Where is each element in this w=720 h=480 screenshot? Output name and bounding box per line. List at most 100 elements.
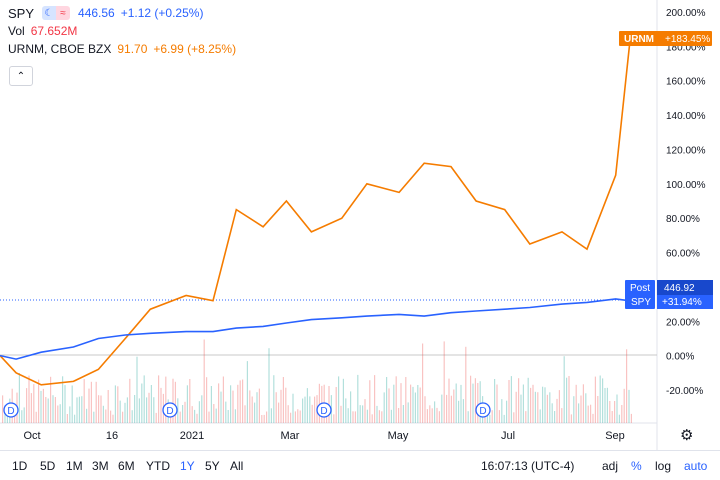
volume-bar — [520, 394, 522, 423]
volume-bar — [179, 411, 181, 423]
price-axis-tick: 0.00% — [666, 352, 694, 363]
volume-bar — [234, 409, 236, 423]
time-axis-tick: 16 — [106, 430, 118, 442]
volume-bar — [249, 390, 251, 423]
price-axis-tick: 200.00% — [666, 8, 706, 19]
legend-spy-symbol[interactable]: SPY — [8, 5, 35, 21]
volume-bar — [136, 356, 138, 423]
volume-bar — [609, 401, 611, 423]
volume-bar — [597, 396, 599, 423]
urnm-series-line — [0, 40, 631, 386]
volume-bar — [263, 414, 265, 423]
volume-bar — [155, 412, 157, 423]
volume-bar — [525, 411, 527, 423]
volume-bar — [563, 356, 565, 423]
volume-bar — [194, 409, 196, 423]
volume-bar — [472, 383, 474, 423]
spy-badge-label-post: Post — [630, 283, 650, 294]
volume-bar — [338, 376, 340, 423]
volume-bar — [568, 376, 570, 423]
volume-bar — [50, 376, 52, 423]
range-ytd-button[interactable]: YTD — [146, 459, 170, 473]
volume-bar — [542, 386, 544, 423]
adj-toggle[interactable]: adj — [602, 459, 619, 473]
volume-bar — [196, 413, 198, 423]
svg-text:D: D — [7, 406, 14, 417]
volume-bar — [62, 376, 64, 423]
volume-bar — [208, 411, 210, 423]
volume-bar — [95, 381, 97, 423]
chevron-up-icon: ⌃ — [16, 70, 26, 82]
volume-bar — [69, 406, 71, 423]
volume-bar — [100, 395, 102, 423]
moon-icon[interactable]: ☾ — [42, 6, 57, 20]
volume-bar — [86, 408, 88, 423]
volume-bar — [618, 414, 620, 423]
price-axis-tick: 20.00% — [666, 317, 700, 328]
volume-bar — [203, 339, 205, 423]
legend-volume: Vol 67.652M — [8, 22, 236, 40]
volume-bar — [184, 401, 186, 423]
spy-series-line — [0, 298, 631, 360]
volume-bar — [134, 395, 136, 423]
legend-urnm-symbol[interactable]: URNM, CBOE BZX — [8, 42, 112, 56]
range-5d-button[interactable]: 5D — [40, 459, 56, 473]
volume-bar — [54, 397, 56, 423]
range-6m-button[interactable]: 6M — [118, 459, 135, 473]
range-5y-button[interactable]: 5Y — [205, 459, 220, 473]
volume-bar — [218, 383, 220, 423]
settings-gear-icon[interactable]: ⚙ — [680, 427, 694, 444]
volume-bar — [251, 396, 253, 423]
volume-bar — [602, 378, 604, 423]
range-1m-button[interactable]: 1M — [66, 459, 83, 473]
percent-toggle[interactable]: % — [631, 459, 642, 473]
volume-bar — [282, 377, 284, 423]
dividend-marker[interactable]: D — [162, 402, 178, 418]
price-axis-tick: 120.00% — [666, 145, 706, 156]
volume-bar — [42, 388, 44, 423]
legend-volume-value: 67.652M — [30, 24, 78, 38]
volume-bar — [52, 395, 54, 423]
legend-spy-change: +1.12 (+0.25%) — [120, 6, 204, 20]
legend-collapse-button[interactable]: ⌃ — [9, 66, 33, 86]
volume-bar — [419, 387, 421, 423]
volume-bar — [369, 380, 371, 423]
dividend-marker[interactable]: D — [316, 402, 332, 418]
range-all-button[interactable]: All — [230, 459, 244, 473]
legend-urnm[interactable]: URNM, CBOE BZX 91.70 +6.99 (+8.25%) — [8, 40, 236, 58]
compare-toggle[interactable]: ☾ ≈ — [42, 6, 71, 20]
range-1d-button[interactable]: 1D — [12, 459, 28, 473]
volume-bar — [614, 401, 616, 423]
price-axis-tick: 60.00% — [666, 249, 700, 260]
approx-icon[interactable]: ≈ — [56, 6, 71, 20]
auto-toggle[interactable]: auto — [684, 459, 708, 473]
volume-bar — [467, 411, 469, 423]
volume-bar — [237, 384, 239, 423]
range-1y-button[interactable]: 1Y — [180, 459, 195, 473]
volume-bar — [268, 348, 270, 423]
volume-bar — [573, 396, 575, 423]
volume-bar — [342, 378, 344, 423]
volume-bar — [628, 389, 630, 423]
price-axis-tick: 140.00% — [666, 111, 706, 122]
volume-bar — [47, 398, 49, 423]
volume-bar — [352, 411, 354, 423]
volume-bar — [345, 398, 347, 423]
dividend-marker[interactable]: D — [3, 402, 19, 418]
svg-text:D: D — [166, 406, 173, 417]
volume-bar — [309, 396, 311, 423]
range-3m-button[interactable]: 3M — [92, 459, 109, 473]
clock-readout[interactable]: 16:07:13 (UTC-4) — [481, 459, 575, 473]
volume-bar — [364, 399, 366, 423]
volume-bar — [630, 413, 632, 423]
log-toggle[interactable]: log — [655, 459, 672, 473]
urnm-badge: URNM +183.45% — [619, 31, 712, 46]
volume-bar — [390, 409, 392, 423]
volume-bar — [532, 384, 534, 423]
dividend-marker[interactable]: D — [475, 402, 491, 418]
volume-bar — [604, 388, 606, 423]
volume-bar — [227, 410, 229, 423]
volume-bar — [254, 402, 256, 423]
legend-spy[interactable]: SPY ☾ ≈ 446.56 +1.12 (+0.25%) — [8, 4, 236, 22]
